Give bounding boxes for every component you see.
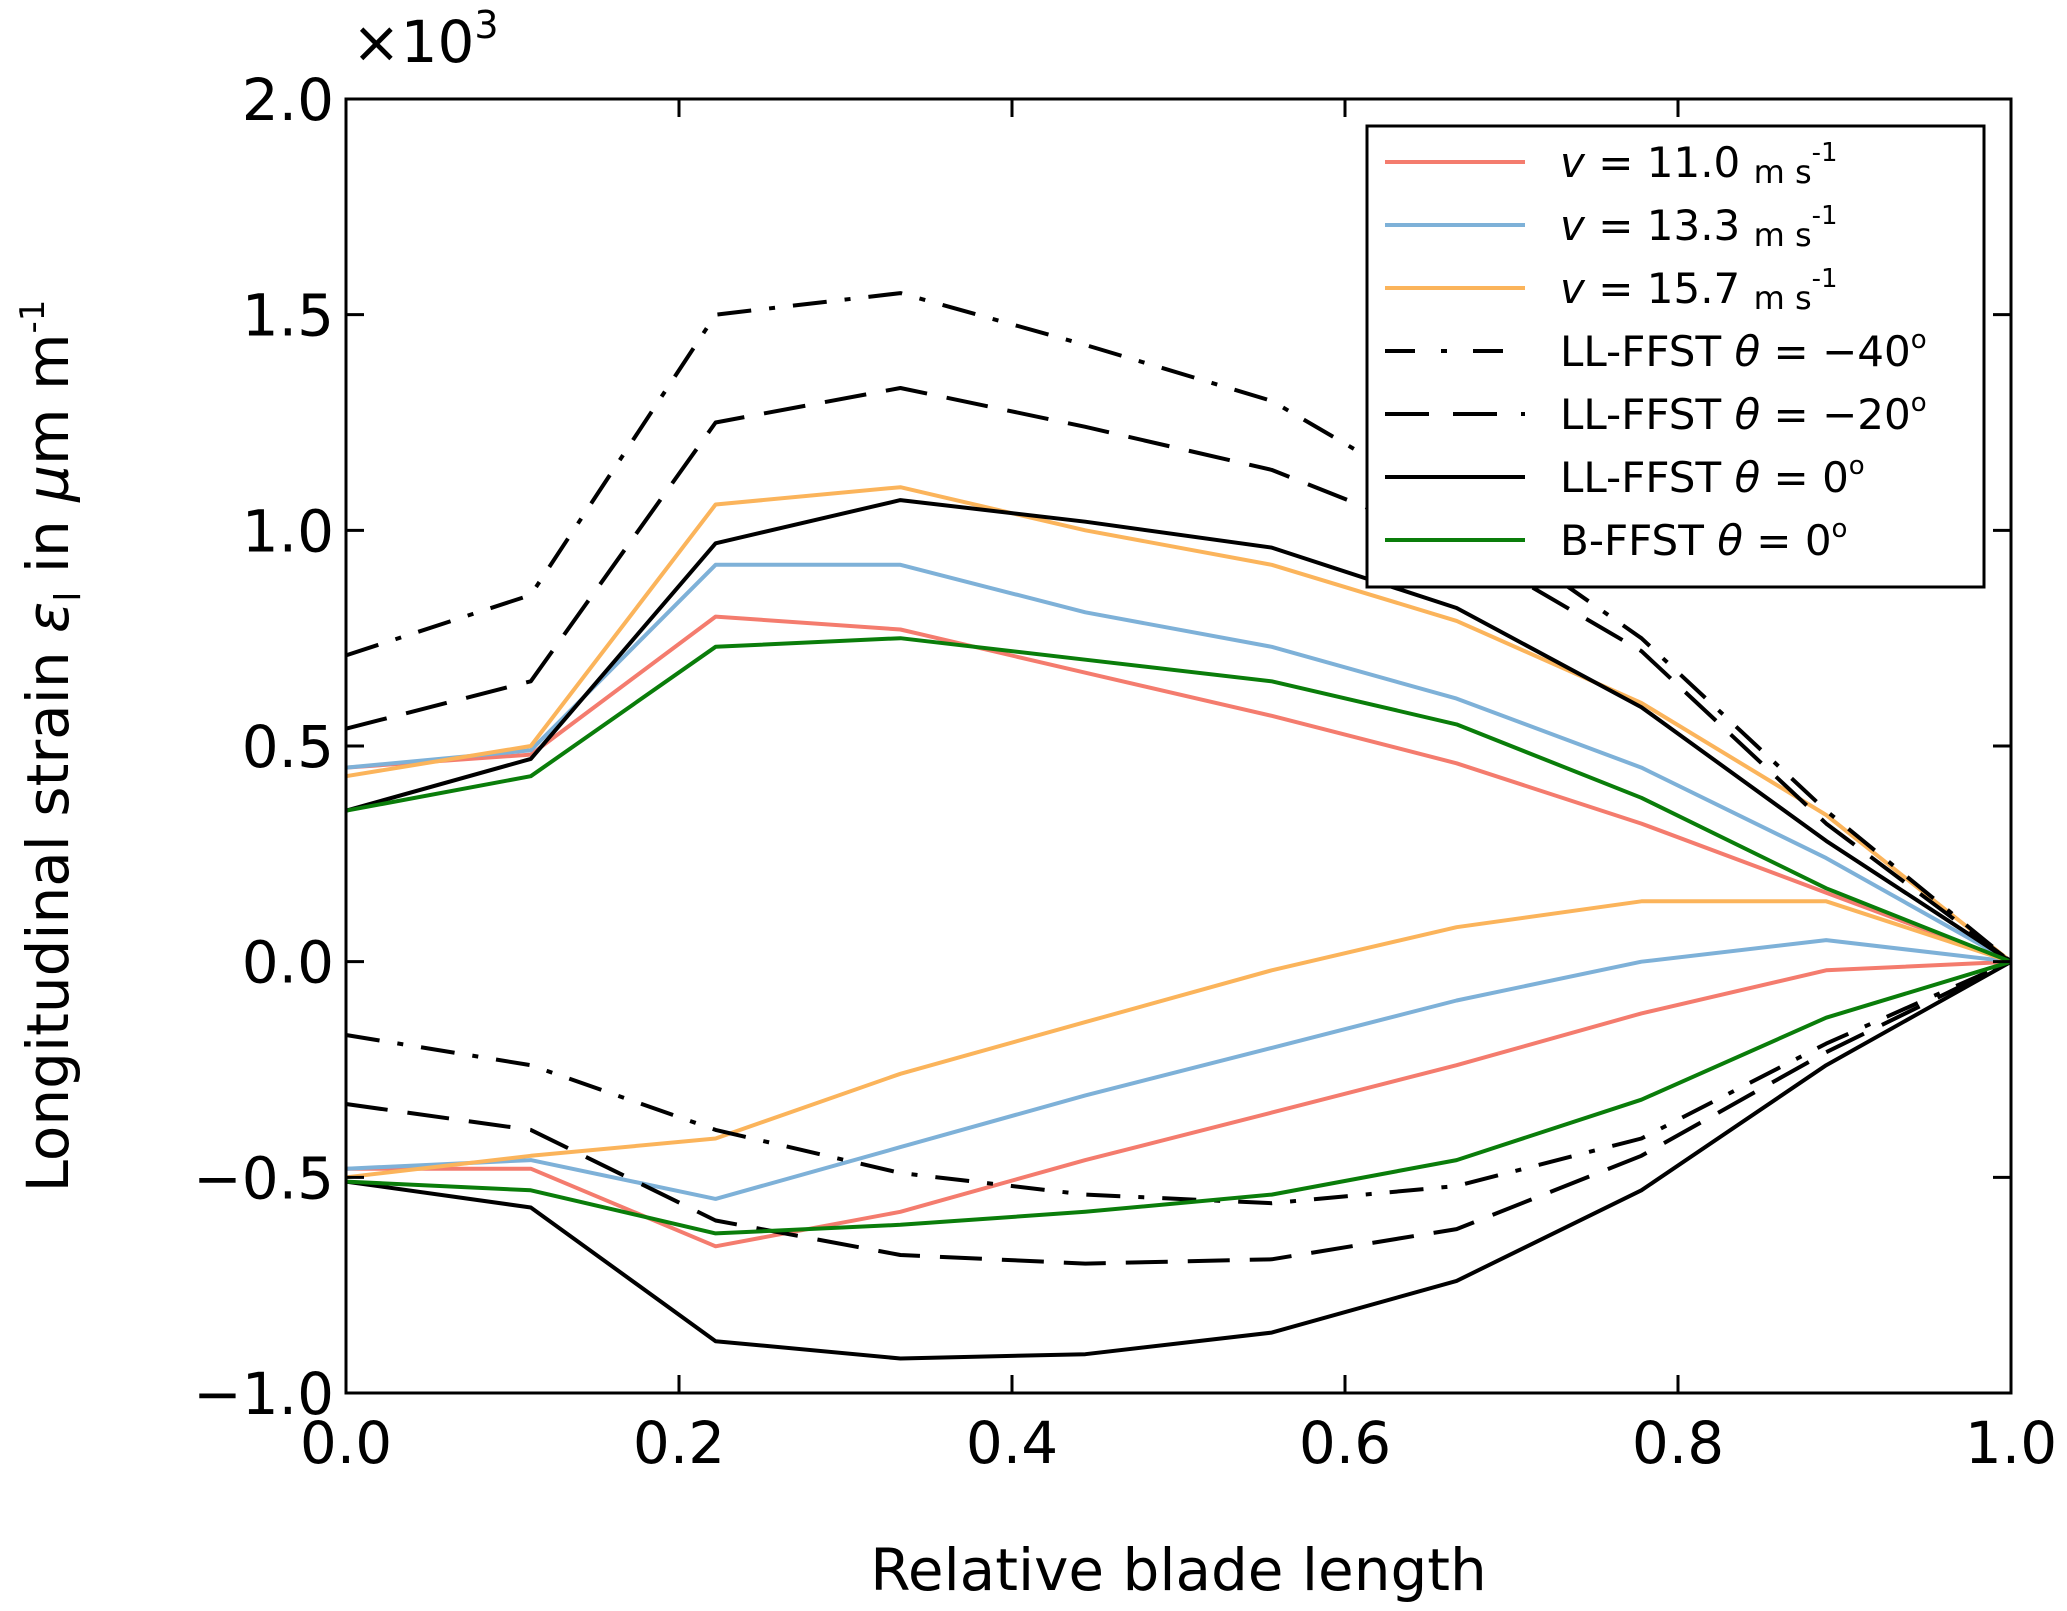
legend-model: LL-FFST xyxy=(1560,390,1734,439)
legend-label-3: LL-FFST θ = −40o xyxy=(1560,325,1927,376)
series-2-lower-line xyxy=(345,899,2012,1180)
series-0-upper-line xyxy=(345,614,2012,964)
y-tick-label: 1.0 xyxy=(242,497,334,565)
legend-degree: o xyxy=(1911,325,1927,355)
series-4-upper-line xyxy=(345,386,2013,964)
y-axis-label: Longitudinal strain εl in µm m-1 xyxy=(13,300,89,1193)
legend-angle: = 0 xyxy=(1760,453,1849,502)
x-tick-label: 0.0 xyxy=(300,1409,392,1477)
legend-unit: m s xyxy=(1754,153,1812,191)
y-multiplier-base: ×10 xyxy=(352,8,474,76)
series-5-lower-line xyxy=(345,959,2012,1361)
legend-theta: θ xyxy=(1734,453,1760,502)
legend-exp: -1 xyxy=(1812,138,1838,168)
legend-label-0: v = 11.0 m s-1 xyxy=(1560,138,1838,191)
series-3-upper-line xyxy=(345,291,2013,964)
y-label-subscript: l xyxy=(48,592,89,602)
legend-label-4: LL-FFST θ = −20o xyxy=(1560,388,1927,439)
y-tick-label: −0.5 xyxy=(193,1144,334,1212)
legend-degree: o xyxy=(1849,451,1865,481)
legend-value: = 11.0 xyxy=(1585,138,1754,187)
series-3-lower-line xyxy=(345,959,2012,1206)
legend-degree: o xyxy=(1911,388,1927,418)
legend-label-1: v = 13.3 m s-1 xyxy=(1560,201,1838,254)
y-label-unit: m m xyxy=(14,334,82,465)
y-tick-label: −1.0 xyxy=(193,1360,334,1428)
legend-label-5: LL-FFST θ = 0o xyxy=(1560,451,1865,502)
x-tick-label: 0.2 xyxy=(633,1409,725,1477)
series-5-upper-line xyxy=(345,498,2013,964)
series-0-lower-line xyxy=(346,959,2012,1249)
legend-var: v xyxy=(1560,264,1586,313)
legend-label-6: B-FFST θ = 0o xyxy=(1560,514,1847,565)
legend-model: LL-FFST xyxy=(1560,453,1734,502)
legend-angle: = 0 xyxy=(1743,516,1832,565)
y-tick-label: 0.5 xyxy=(242,713,334,781)
legend-model: B-FFST xyxy=(1560,516,1717,565)
legend-exp: -1 xyxy=(1812,201,1838,231)
legend-theta: θ xyxy=(1734,327,1760,376)
legend-degree: o xyxy=(1832,514,1848,544)
legend-model: LL-FFST xyxy=(1560,327,1734,376)
y-tick-label: 2.0 xyxy=(242,66,334,134)
legend-unit: m s xyxy=(1754,216,1812,254)
y-label-exponent: -1 xyxy=(13,300,53,334)
series-6-upper-line xyxy=(345,636,2012,964)
series-layer xyxy=(345,291,2013,1361)
series-4-lower-line xyxy=(345,959,2012,1266)
legend-value: = 15.7 xyxy=(1585,264,1754,313)
y-multiplier-exp: 3 xyxy=(474,3,498,47)
legend-label-2: v = 15.7 m s-1 xyxy=(1560,264,1838,317)
x-tick-label: 1.0 xyxy=(1965,1409,2057,1477)
legend-angle: = −20 xyxy=(1760,390,1911,439)
series-1-upper-line xyxy=(345,562,2012,964)
series-2-upper-line xyxy=(345,485,2013,964)
legend-var: v xyxy=(1560,138,1586,187)
axes-layer: 0.0 0.2 0.4 0.6 0.8 1.0 −1.0 −0.5 0.0 0.5 1.0 1.5 2.… xyxy=(13,3,2057,1604)
y-label-mu: µ xyxy=(14,465,82,503)
legend-theta: θ xyxy=(1717,516,1743,565)
y-label-symbol: ε xyxy=(14,602,82,633)
series-6-lower-line xyxy=(345,959,2012,1236)
y-label-mid: in xyxy=(14,502,82,592)
y-label-main: Longitudinal strain xyxy=(14,633,82,1192)
x-tick-label: 0.8 xyxy=(1632,1409,1724,1477)
legend-value: = 13.3 xyxy=(1585,201,1754,250)
legend: v = 11.0 m s-1v = 13.3 m s-1v = 15.7 m s… xyxy=(1365,124,1986,589)
legend-exp: -1 xyxy=(1812,264,1838,294)
legend-var: v xyxy=(1560,201,1586,250)
series-1-lower-line xyxy=(345,938,2012,1201)
y-tick-label: 1.5 xyxy=(242,282,334,350)
legend-box xyxy=(1365,124,1986,589)
y-multiplier: ×103 xyxy=(352,3,499,76)
legend-unit: m s xyxy=(1754,279,1812,317)
legend-theta: θ xyxy=(1734,390,1760,439)
x-axis-label: Relative blade length xyxy=(870,1536,1487,1604)
y-tick-label: 0.0 xyxy=(242,929,334,997)
x-tick-label: 0.6 xyxy=(1299,1409,1391,1477)
legend-angle: = −40 xyxy=(1760,327,1911,376)
x-tick-label: 0.4 xyxy=(966,1409,1058,1477)
